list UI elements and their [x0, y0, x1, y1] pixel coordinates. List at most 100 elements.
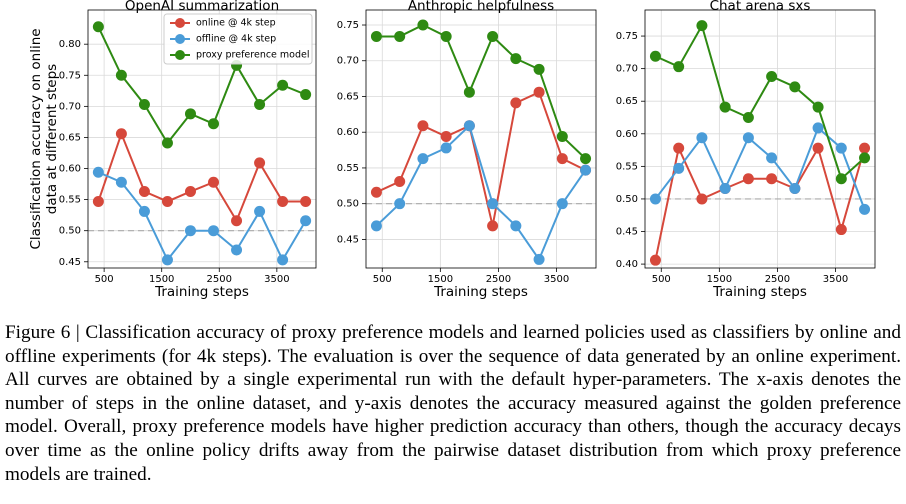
- data-point: [277, 195, 289, 207]
- data-point: [231, 215, 243, 227]
- data-point: [300, 89, 312, 101]
- data-point: [812, 101, 824, 113]
- data-point: [556, 130, 568, 142]
- data-point: [649, 254, 661, 266]
- data-point: [184, 225, 196, 237]
- data-point: [417, 153, 429, 165]
- data-point: [394, 198, 406, 210]
- y-tick-label: 0.70: [59, 101, 81, 112]
- y-tick-label: 0.40: [616, 259, 638, 270]
- x-tick-label: 1500: [707, 274, 732, 285]
- series-line: [376, 23, 587, 160]
- data-point: [208, 225, 220, 237]
- x-tick-label: 2500: [207, 274, 232, 285]
- data-point: [277, 254, 289, 266]
- data-point: [533, 63, 545, 75]
- y-tick-label: 0.65: [616, 96, 638, 107]
- data-point: [673, 61, 685, 73]
- y-tick-label: 0.45: [616, 227, 638, 238]
- data-point: [138, 186, 150, 198]
- y-tick-label: 0.80: [59, 39, 81, 50]
- data-point: [184, 108, 196, 120]
- y-tick-label: 0.60: [59, 164, 81, 175]
- data-point: [510, 97, 522, 109]
- data-point: [696, 193, 708, 205]
- data-point: [487, 220, 499, 232]
- data-point: [300, 195, 312, 207]
- figure: 0.45 0.50 0.55 0.60 0.65 0.70 0.75 0.80 500 1500 2…: [28, 0, 876, 300]
- data-point: [719, 101, 731, 113]
- data-point: [370, 220, 382, 232]
- data-point: [394, 30, 406, 42]
- plot-frame: [365, 9, 597, 269]
- legend-label: offline @ 4k step: [196, 34, 276, 45]
- y-tick-label: 0.50: [337, 199, 359, 210]
- x-tick-label: 3500: [264, 274, 289, 285]
- data-point: [673, 142, 685, 154]
- x-tick-label: 1500: [428, 274, 453, 285]
- y-tick-label: 0.75: [616, 31, 638, 42]
- series-line: [655, 23, 866, 181]
- y-tick-label: 0.70: [337, 56, 359, 67]
- data-point: [440, 130, 452, 142]
- data-point: [184, 186, 196, 198]
- data-point: [370, 186, 382, 198]
- y-tick-label: 0.55: [616, 161, 638, 172]
- series-line: [97, 171, 307, 263]
- y-tick-label: 0.45: [59, 257, 81, 268]
- data-point: [92, 21, 104, 33]
- data-point: [742, 173, 754, 185]
- data-point: [812, 122, 824, 134]
- series-line: [375, 123, 587, 262]
- data-point: [510, 220, 522, 232]
- y-tick-label: 0.65: [337, 91, 359, 102]
- y-tick-label: 0.60: [616, 129, 638, 140]
- data-point: [789, 81, 801, 93]
- data-point: [719, 183, 731, 195]
- y-tick-label: 0.55: [337, 163, 359, 174]
- data-point: [859, 203, 871, 215]
- y-tick-label: 0.65: [59, 132, 81, 143]
- y-tick-label: 0.50: [59, 226, 81, 237]
- data-point: [440, 142, 452, 154]
- data-point: [766, 70, 778, 82]
- x-tick-label: 3500: [544, 274, 569, 285]
- data-point: [487, 198, 499, 210]
- legend-marker: [175, 50, 185, 60]
- data-point: [463, 120, 475, 132]
- data-point: [115, 128, 127, 140]
- data-point: [649, 50, 661, 62]
- data-point: [138, 98, 150, 110]
- data-point: [92, 166, 104, 178]
- data-point: [696, 20, 708, 32]
- data-point: [580, 164, 592, 176]
- data-point: [161, 137, 173, 149]
- x-axis-label: Training steps: [712, 284, 807, 300]
- x-tick-label: 500: [373, 274, 392, 285]
- legend-label: proxy preference model: [196, 50, 310, 61]
- data-point: [370, 30, 382, 42]
- data-point: [510, 53, 522, 65]
- plot-frame: [644, 9, 876, 269]
- data-point: [835, 224, 847, 236]
- y-tick-label: 0.75: [59, 70, 81, 81]
- data-point: [533, 253, 545, 265]
- x-tick-label: 2500: [486, 274, 511, 285]
- data-point: [254, 205, 266, 217]
- data-point: [208, 176, 220, 188]
- data-point: [440, 30, 452, 42]
- x-tick-label: 3500: [823, 274, 848, 285]
- series-line: [97, 26, 307, 145]
- data-point: [789, 183, 801, 195]
- plot-area: [645, 10, 875, 268]
- chart-title: Chat arena sxs: [710, 0, 811, 14]
- data-point: [556, 198, 568, 210]
- data-point: [161, 254, 173, 266]
- data-point: [115, 69, 127, 81]
- data-point: [394, 176, 406, 188]
- plot-frame: [87, 9, 317, 269]
- data-point: [463, 86, 475, 98]
- data-point: [533, 86, 545, 98]
- data-point: [859, 152, 871, 164]
